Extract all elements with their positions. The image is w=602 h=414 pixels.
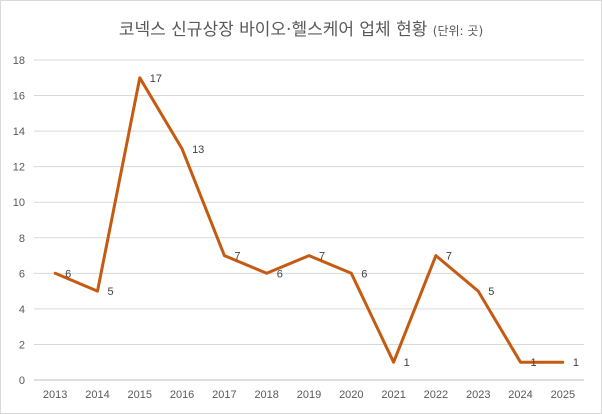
y-tick-label: 16 bbox=[13, 91, 25, 103]
x-tick-label: 2021 bbox=[381, 389, 405, 401]
y-tick-label: 12 bbox=[13, 162, 25, 174]
data-label: 6 bbox=[361, 268, 367, 280]
x-tick-label: 2025 bbox=[551, 389, 575, 401]
y-tick-label: 10 bbox=[13, 197, 25, 209]
y-tick-label: 18 bbox=[13, 55, 25, 67]
y-tick-label: 14 bbox=[13, 126, 25, 138]
chart-title: 코넥스 신규상장 바이오·헬스케어 업체 현황 (단위: 곳) bbox=[1, 15, 601, 40]
y-tick-label: 0 bbox=[19, 375, 25, 387]
x-tick-label: 2014 bbox=[85, 389, 109, 401]
data-label: 13 bbox=[192, 144, 204, 156]
x-tick-label: 2018 bbox=[254, 389, 278, 401]
data-label: 7 bbox=[319, 251, 325, 263]
data-label: 6 bbox=[65, 268, 71, 280]
chart-unit-note: (단위: 곳) bbox=[432, 24, 484, 38]
x-tick-label: 2023 bbox=[466, 389, 490, 401]
data-label: 7 bbox=[234, 251, 240, 263]
data-label: 7 bbox=[446, 251, 452, 263]
data-label: 1 bbox=[573, 357, 579, 369]
data-label: 17 bbox=[150, 73, 162, 85]
chart-title-text: 코넥스 신규상장 바이오·헬스케어 업체 현황 bbox=[118, 20, 428, 40]
x-tick-label: 2019 bbox=[297, 389, 321, 401]
x-tick-label: 2024 bbox=[508, 389, 532, 401]
data-label: 5 bbox=[107, 286, 113, 298]
y-tick-label: 8 bbox=[19, 233, 25, 245]
y-tick-label: 6 bbox=[19, 268, 25, 280]
y-tick-label: 4 bbox=[19, 304, 25, 316]
x-tick-label: 2017 bbox=[212, 389, 236, 401]
x-tick-label: 2013 bbox=[43, 389, 67, 401]
x-tick-label: 2016 bbox=[170, 389, 194, 401]
y-tick-label: 2 bbox=[19, 339, 25, 351]
x-tick-label: 2020 bbox=[339, 389, 363, 401]
data-label: 6 bbox=[277, 268, 283, 280]
series-line bbox=[53, 76, 565, 364]
x-tick-label: 2015 bbox=[128, 389, 152, 401]
data-label: 5 bbox=[488, 286, 494, 298]
data-label: 1 bbox=[404, 357, 410, 369]
data-label: 1 bbox=[531, 357, 537, 369]
x-tick-label: 2022 bbox=[424, 389, 448, 401]
